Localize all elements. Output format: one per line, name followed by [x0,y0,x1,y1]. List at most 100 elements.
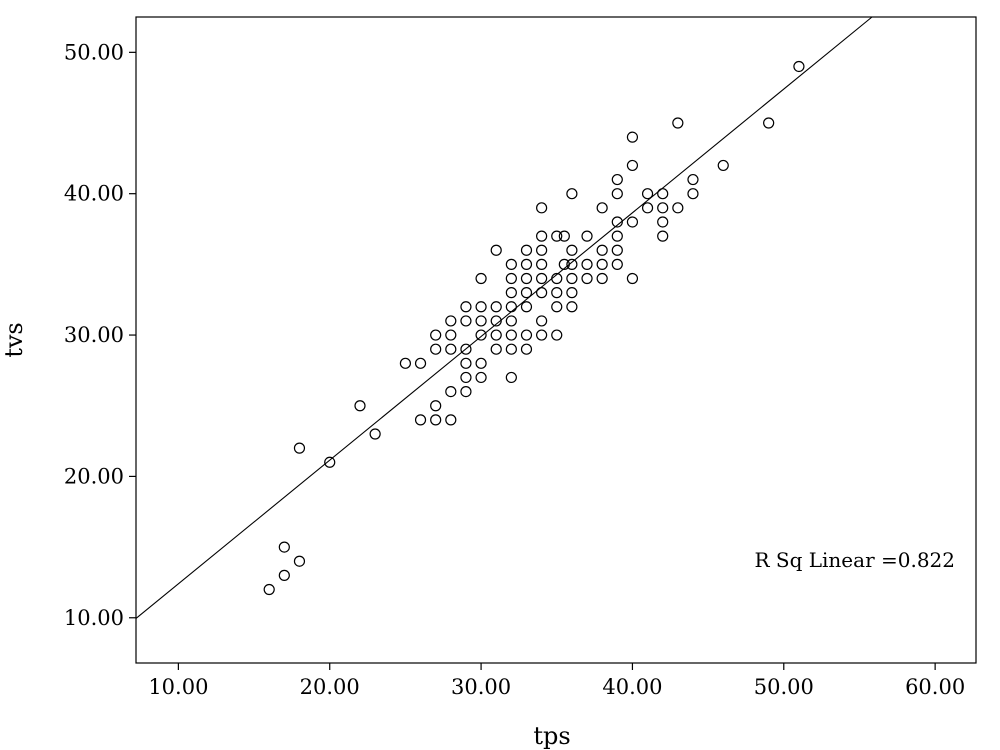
data-point-76 [596,272,608,285]
data-point-69 [566,272,578,285]
data-point-30 [475,301,487,313]
fit-line [135,16,873,619]
data-point-77 [596,258,608,270]
data-point-79 [596,202,608,214]
data-point-74 [581,258,593,270]
data-point-81 [611,244,623,256]
data-point-51 [520,244,533,256]
data-point-68 [566,287,578,299]
data-point-71 [566,244,578,256]
x-axis: 10.00 20.00 30.00 40.00 50.00 60.00 [148,663,965,699]
x-tick-label-1: 20.00 [300,675,360,699]
data-point-88 [626,159,639,172]
data-point-21 [460,371,472,384]
data-point-38 [505,343,517,355]
data-point-40 [505,315,517,327]
data-point-15 [445,414,457,426]
y-tick-label-3: 40.00 [64,182,124,206]
data-point-62 [551,287,563,299]
data-point-26 [475,371,487,384]
data-point-100 [717,159,729,172]
data-point-56 [536,258,548,270]
data-point-45 [520,343,533,355]
data-point-3 [293,555,306,567]
data-point-42 [505,287,517,299]
data-point-102 [793,60,805,73]
data-point-50 [520,258,533,270]
data-point-6 [354,400,366,412]
data-point-92 [657,230,669,242]
data-point-66 [558,230,570,242]
data-point-84 [611,188,623,200]
data-point-99 [687,173,699,186]
data-point-24 [460,315,472,327]
data-point-11 [430,414,442,426]
data-point-67 [566,301,578,313]
data-point-63 [551,272,563,285]
data-point-1 [278,569,290,581]
data-point-94 [657,202,669,214]
data-point-43 [505,272,517,285]
data-point-12 [430,400,442,412]
data-point-4 [293,442,306,454]
data-point-25 [460,301,472,313]
data-point-33 [490,329,502,341]
data-point-39 [505,329,517,341]
plot-frame [135,16,977,664]
data-point-19 [445,315,457,327]
data-point-10 [414,357,427,369]
y-tick-label-0: 10.00 [64,606,124,630]
data-point-101 [763,117,775,129]
data-point-29 [475,315,487,327]
data-point-60 [551,329,563,341]
data-point-32 [490,343,502,355]
x-tick-label-4: 50.00 [754,675,814,699]
data-point-73 [581,272,593,285]
data-point-46 [520,329,533,341]
data-point-5 [324,456,336,468]
data-point-9 [414,414,427,426]
fit-line-group [135,16,873,619]
data-point-80 [611,258,623,270]
data-point-85 [611,173,623,186]
data-point-89 [626,131,639,143]
data-point-18 [445,329,457,341]
data-point-82 [611,230,623,242]
y-axis-title: tvs [0,322,28,358]
data-point-72 [566,188,578,200]
data-point-83 [611,216,623,228]
y-tick-label-1: 20.00 [64,464,124,488]
data-point-28 [475,329,487,341]
data-point-23 [460,343,472,355]
data-point-64 [551,230,563,242]
data-point-27 [475,357,487,369]
data-point-78 [596,244,608,256]
y-axis: 10.00 20.00 30.00 40.00 50.00 [64,40,136,630]
x-tick-label-2: 30.00 [451,675,511,699]
data-point-37 [505,371,517,384]
data-point-70 [566,258,578,270]
data-point-87 [626,216,639,228]
data-point-47 [520,301,533,313]
data-point-0 [263,583,275,596]
y-tick-label-2: 30.00 [64,323,124,347]
data-point-61 [551,301,563,313]
data-point-22 [460,357,472,369]
data-point-65 [558,258,570,270]
data-point-93 [657,216,669,228]
x-tick-label-0: 10.00 [148,675,208,699]
data-point-20 [460,385,472,398]
data-point-8 [399,357,412,369]
data-point-86 [626,272,639,285]
data-point-34 [490,315,502,327]
data-points [263,60,805,596]
r-squared-annotation: R Sq Linear =0.822 [754,548,955,572]
x-axis-title: tps [533,722,570,750]
data-point-7 [369,428,381,440]
data-point-75 [581,230,593,242]
data-point-2 [278,541,290,553]
data-point-58 [536,230,548,242]
data-point-55 [536,272,548,285]
data-point-41 [505,301,517,313]
